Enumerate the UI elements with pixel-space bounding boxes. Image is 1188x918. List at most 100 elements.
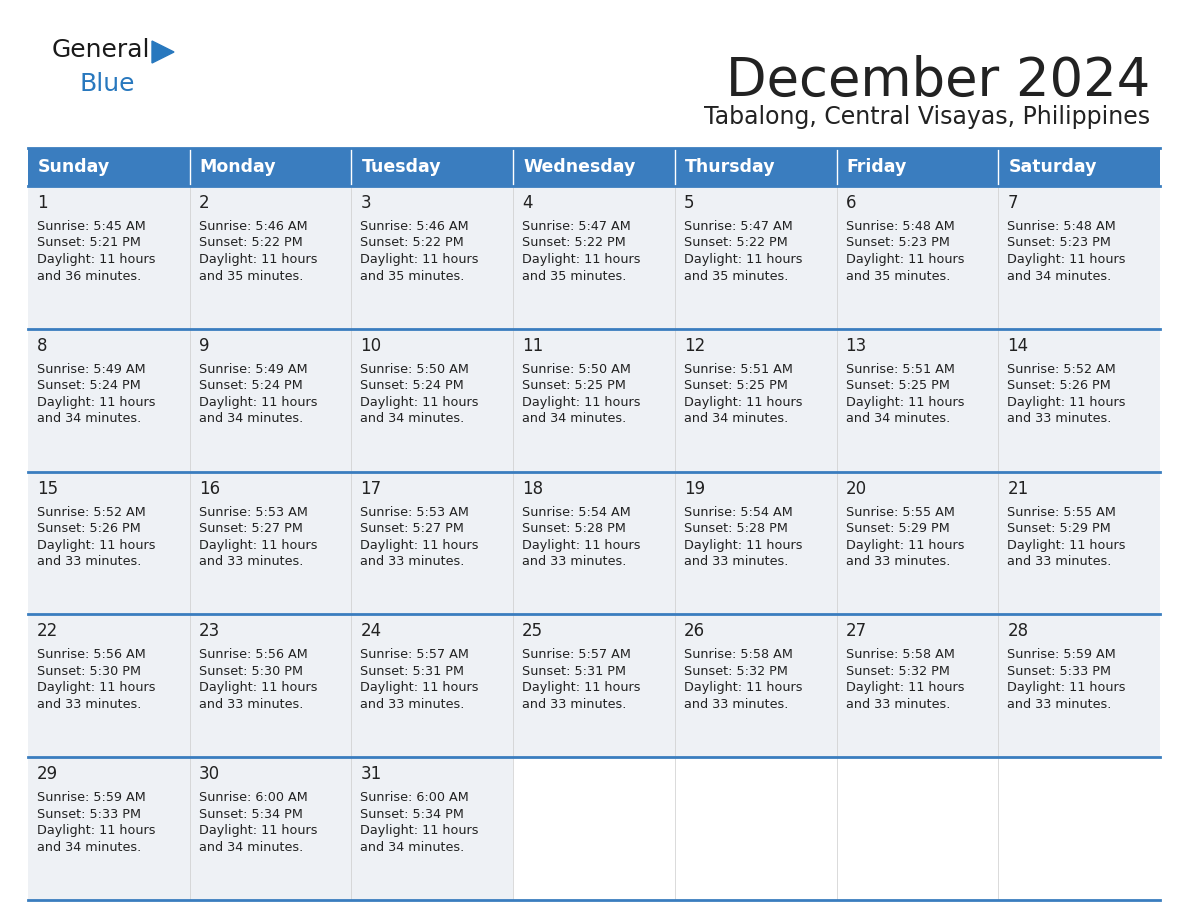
Bar (836, 329, 998, 472)
Text: and 34 minutes.: and 34 minutes. (37, 412, 141, 425)
Text: and 33 minutes.: and 33 minutes. (37, 698, 141, 711)
Text: Daylight: 11 hours: Daylight: 11 hours (198, 539, 317, 552)
Text: and 33 minutes.: and 33 minutes. (1007, 412, 1112, 425)
Text: Sunrise: 5:49 AM: Sunrise: 5:49 AM (37, 363, 146, 375)
Text: Daylight: 11 hours: Daylight: 11 hours (1007, 396, 1126, 409)
Bar (352, 614, 513, 757)
Text: 25: 25 (523, 622, 543, 641)
Text: Daylight: 11 hours: Daylight: 11 hours (360, 539, 479, 552)
Text: and 34 minutes.: and 34 minutes. (360, 412, 465, 425)
Text: and 34 minutes.: and 34 minutes. (360, 841, 465, 854)
Text: Blue: Blue (80, 72, 135, 96)
Bar (513, 329, 675, 472)
Text: Sunrise: 5:58 AM: Sunrise: 5:58 AM (846, 648, 954, 661)
Bar (352, 186, 513, 329)
Text: 30: 30 (198, 766, 220, 783)
Bar (352, 329, 513, 472)
Text: 6: 6 (846, 194, 857, 212)
Text: Tuesday: Tuesday (361, 158, 441, 176)
Bar (998, 472, 1159, 614)
Text: Sunset: 5:32 PM: Sunset: 5:32 PM (684, 665, 788, 677)
Text: 8: 8 (37, 337, 48, 354)
Text: Sunrise: 5:57 AM: Sunrise: 5:57 AM (523, 648, 631, 661)
Text: Daylight: 11 hours: Daylight: 11 hours (846, 681, 965, 694)
Text: 3: 3 (360, 194, 371, 212)
Text: Sunset: 5:22 PM: Sunset: 5:22 PM (523, 237, 626, 250)
Text: Sunset: 5:22 PM: Sunset: 5:22 PM (684, 237, 788, 250)
Text: 26: 26 (684, 622, 704, 641)
Text: Sunrise: 5:53 AM: Sunrise: 5:53 AM (360, 506, 469, 519)
Text: Daylight: 11 hours: Daylight: 11 hours (198, 824, 317, 837)
Bar (836, 186, 998, 329)
Text: 2: 2 (198, 194, 209, 212)
Text: Daylight: 11 hours: Daylight: 11 hours (1007, 681, 1126, 694)
Text: December 2024: December 2024 (726, 55, 1150, 107)
Text: 23: 23 (198, 622, 220, 641)
Bar (675, 614, 836, 757)
Text: Daylight: 11 hours: Daylight: 11 hours (846, 253, 965, 266)
Bar (675, 186, 836, 329)
Text: Sunset: 5:25 PM: Sunset: 5:25 PM (684, 379, 788, 392)
Text: Daylight: 11 hours: Daylight: 11 hours (198, 253, 317, 266)
Text: 24: 24 (360, 622, 381, 641)
Text: Daylight: 11 hours: Daylight: 11 hours (684, 396, 802, 409)
Text: Daylight: 11 hours: Daylight: 11 hours (198, 396, 317, 409)
Text: Sunset: 5:26 PM: Sunset: 5:26 PM (37, 522, 140, 535)
Bar (998, 329, 1159, 472)
Text: 14: 14 (1007, 337, 1029, 354)
Bar (352, 757, 513, 900)
Bar (190, 614, 352, 757)
Text: Sunset: 5:24 PM: Sunset: 5:24 PM (198, 379, 303, 392)
Text: Daylight: 11 hours: Daylight: 11 hours (360, 253, 479, 266)
Text: 15: 15 (37, 479, 58, 498)
Text: Daylight: 11 hours: Daylight: 11 hours (1007, 253, 1126, 266)
Bar (29, 757, 190, 900)
Bar (190, 148, 352, 186)
Text: 4: 4 (523, 194, 532, 212)
Text: Sunset: 5:25 PM: Sunset: 5:25 PM (846, 379, 949, 392)
Text: Sunset: 5:33 PM: Sunset: 5:33 PM (1007, 665, 1111, 677)
Bar (190, 757, 352, 900)
Bar (998, 186, 1159, 329)
Text: and 33 minutes.: and 33 minutes. (1007, 698, 1112, 711)
Text: Sunrise: 5:48 AM: Sunrise: 5:48 AM (1007, 220, 1116, 233)
Text: Daylight: 11 hours: Daylight: 11 hours (360, 681, 479, 694)
Bar (675, 472, 836, 614)
Bar (29, 186, 190, 329)
Text: 12: 12 (684, 337, 706, 354)
Bar (998, 148, 1159, 186)
Text: General: General (52, 38, 151, 62)
Bar (352, 148, 513, 186)
Text: Friday: Friday (847, 158, 906, 176)
Text: and 33 minutes.: and 33 minutes. (846, 555, 950, 568)
Text: Sunrise: 5:56 AM: Sunrise: 5:56 AM (198, 648, 308, 661)
Text: and 34 minutes.: and 34 minutes. (846, 412, 950, 425)
Text: Sunrise: 5:56 AM: Sunrise: 5:56 AM (37, 648, 146, 661)
Bar (29, 329, 190, 472)
Text: Daylight: 11 hours: Daylight: 11 hours (523, 539, 640, 552)
Text: and 33 minutes.: and 33 minutes. (523, 555, 626, 568)
Text: 11: 11 (523, 337, 543, 354)
Text: and 36 minutes.: and 36 minutes. (37, 270, 141, 283)
Text: and 33 minutes.: and 33 minutes. (37, 555, 141, 568)
Text: 17: 17 (360, 479, 381, 498)
Text: and 34 minutes.: and 34 minutes. (523, 412, 626, 425)
Bar (29, 148, 190, 186)
Bar (836, 757, 998, 900)
Bar (190, 186, 352, 329)
Text: Sunrise: 5:59 AM: Sunrise: 5:59 AM (37, 791, 146, 804)
Text: Sunset: 5:23 PM: Sunset: 5:23 PM (1007, 237, 1111, 250)
Text: and 33 minutes.: and 33 minutes. (684, 555, 788, 568)
Text: 27: 27 (846, 622, 867, 641)
Text: Sunset: 5:29 PM: Sunset: 5:29 PM (1007, 522, 1111, 535)
Text: 10: 10 (360, 337, 381, 354)
Text: Tabalong, Central Visayas, Philippines: Tabalong, Central Visayas, Philippines (703, 105, 1150, 129)
Text: Sunrise: 5:52 AM: Sunrise: 5:52 AM (37, 506, 146, 519)
Text: and 35 minutes.: and 35 minutes. (846, 270, 950, 283)
Text: 28: 28 (1007, 622, 1029, 641)
Text: 7: 7 (1007, 194, 1018, 212)
Text: Sunrise: 5:54 AM: Sunrise: 5:54 AM (523, 506, 631, 519)
Text: Sunset: 5:25 PM: Sunset: 5:25 PM (523, 379, 626, 392)
Text: Sunrise: 5:49 AM: Sunrise: 5:49 AM (198, 363, 308, 375)
Text: Daylight: 11 hours: Daylight: 11 hours (684, 539, 802, 552)
